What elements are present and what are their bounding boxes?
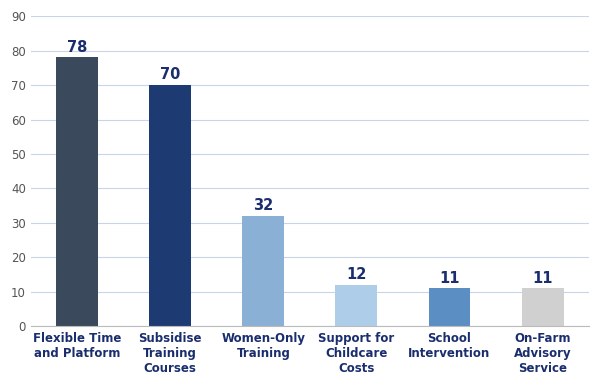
Text: 12: 12 [346, 267, 367, 282]
Text: 78: 78 [67, 40, 88, 55]
Bar [335, 285, 377, 326]
Bar [242, 216, 284, 326]
Bar [149, 85, 191, 326]
Text: 11: 11 [439, 271, 460, 286]
Text: 11: 11 [532, 271, 553, 286]
Bar [428, 288, 470, 326]
Bar [56, 58, 98, 326]
Bar [521, 288, 563, 326]
Text: 32: 32 [253, 198, 274, 213]
Text: 70: 70 [160, 67, 181, 82]
